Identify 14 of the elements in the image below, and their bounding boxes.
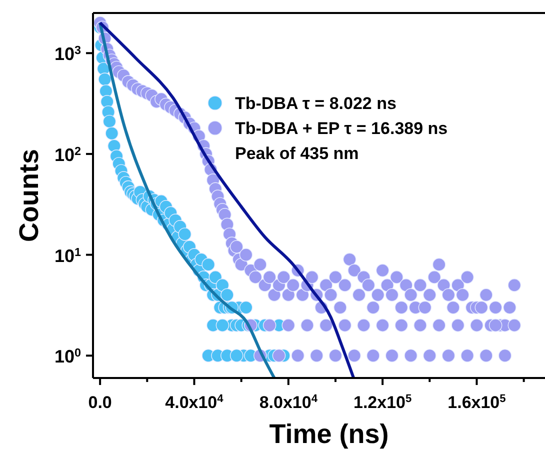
annotation: Peak of 435 nm xyxy=(235,144,359,163)
legend-label: Tb-DBA τ = 8.022 ns xyxy=(235,94,396,113)
y-tick-label: 10$^{1}$ xyxy=(54,245,82,266)
x-tick-label: 0.0 xyxy=(88,393,112,412)
y-axis-title: Counts xyxy=(14,149,44,242)
x-axis-title: Time (ns) xyxy=(269,419,389,449)
y-tick-label: 10$^{0}$ xyxy=(54,346,82,367)
legend-label: Tb-DBA + EP τ = 16.389 ns xyxy=(235,119,448,138)
x-tick-label: 4.0x10$^{4}$ xyxy=(165,393,224,412)
x-tick-label: 1.2x10$^{5}$ xyxy=(353,393,412,412)
y-tick-label: 10$^{2}$ xyxy=(54,144,82,165)
x-tick-label: 8.0x10$^{4}$ xyxy=(259,393,318,412)
y-tick-label: 10$^{3}$ xyxy=(54,44,82,64)
x-tick-label: 1.6x10$^{5}$ xyxy=(448,393,506,412)
